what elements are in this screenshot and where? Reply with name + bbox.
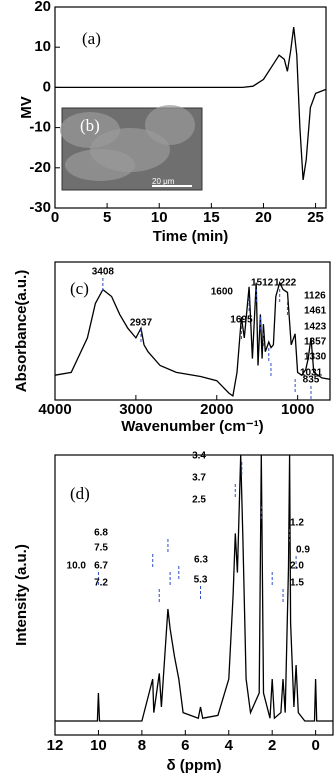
data-line <box>55 454 333 722</box>
x-tick-label: 15 <box>203 209 220 226</box>
x-tick-label: 4000 <box>38 401 71 418</box>
y-tick-label: -20 <box>29 159 51 176</box>
x-axis-label: δ (ppm) <box>167 757 222 774</box>
x-tick-label: 25 <box>307 209 324 226</box>
x-axis-label: Wavenumber (cm⁻¹) <box>121 418 263 435</box>
x-tick-label: 4 <box>225 737 234 754</box>
x-tick-label: 12 <box>47 737 64 754</box>
x-tick-label: 1000 <box>281 401 314 418</box>
data-line <box>55 27 327 180</box>
y-tick-label: -30 <box>29 199 51 216</box>
peak-label: 3408 <box>92 267 115 278</box>
peak-label: 10.0 <box>67 561 87 572</box>
peak-label: 3.4 <box>192 451 206 462</box>
x-tick-label: 3000 <box>119 401 152 418</box>
peak-label: 835 <box>303 375 320 386</box>
x-tick-label: 2000 <box>200 401 233 418</box>
peak-label: 1.2 <box>290 518 304 529</box>
peak-label: 6.3 <box>194 555 208 566</box>
peak-label: 7.2 <box>94 578 108 589</box>
x-tick-label: 0 <box>311 737 319 754</box>
sem-grain <box>65 149 135 181</box>
peak-label: 2937 <box>130 318 153 329</box>
peak-label: 1600 <box>211 287 234 298</box>
peak-label: 2.0 <box>290 561 304 572</box>
plot-frame <box>54 6 327 209</box>
peak-label: 1330 <box>304 352 327 363</box>
y-axis-label: Intensity (a.u.) <box>13 544 30 646</box>
peak-label: 0.9 <box>296 545 310 556</box>
y-tick-label: 10 <box>34 38 51 55</box>
peak-label: 1126 <box>304 291 326 302</box>
x-tick-label: 8 <box>138 737 146 754</box>
y-tick-label: 0 <box>43 78 51 95</box>
peak-label: 1423 <box>304 322 327 333</box>
peak-label: 1512 <box>251 278 274 289</box>
x-axis-label: Time (min) <box>153 228 229 245</box>
peak-label: 2.5 <box>192 495 206 506</box>
annotation: 20 μm <box>152 177 175 186</box>
peak-label: 1.5 <box>290 578 304 589</box>
x-tick-label: 0 <box>51 209 59 226</box>
peak-label: 1357 <box>304 337 327 348</box>
peak-label: 1461 <box>304 306 327 317</box>
x-tick-label: 6 <box>181 737 189 754</box>
y-tick-label: 20 <box>34 0 51 15</box>
y-axis-label: MV <box>18 96 35 119</box>
annotation: (b) <box>80 116 100 135</box>
data-line <box>54 280 331 398</box>
peak-label: 5.3 <box>194 575 208 586</box>
annotation: (c) <box>70 279 89 298</box>
peak-label: 6.8 <box>94 528 108 539</box>
x-tick-label: 10 <box>90 737 107 754</box>
sem-grain <box>145 105 195 145</box>
x-tick-label: 10 <box>151 209 168 226</box>
peak-label: 6.7 <box>94 561 108 572</box>
annotation: (a) <box>82 29 101 48</box>
x-tick-label: 20 <box>255 209 272 226</box>
y-axis-label: Absorbance(a.u.) <box>13 270 30 393</box>
x-tick-label: 2 <box>268 737 276 754</box>
peak-label: 3.7 <box>192 473 206 484</box>
peak-label: 7.5 <box>94 543 108 554</box>
annotation: (d) <box>70 484 90 503</box>
y-tick-label: -10 <box>29 119 51 136</box>
peak-label: 1031 <box>300 368 323 379</box>
plot-frame <box>54 261 331 401</box>
x-tick-label: 5 <box>103 209 111 226</box>
plot-frame <box>54 454 334 736</box>
peak-label: 1695 <box>230 315 253 326</box>
peak-label: 1222 <box>274 278 297 289</box>
